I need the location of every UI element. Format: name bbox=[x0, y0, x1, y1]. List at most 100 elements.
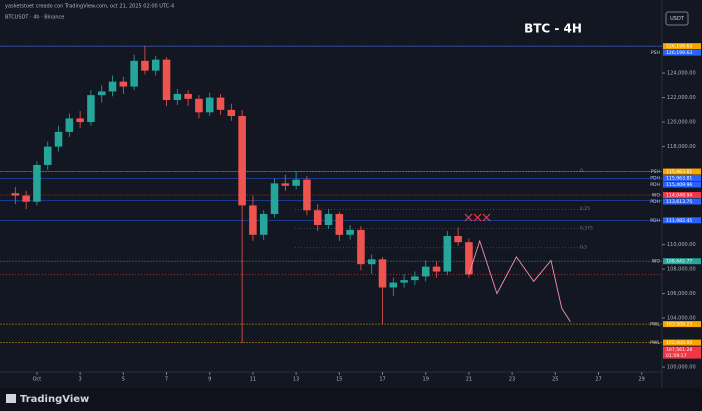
level-tag bbox=[663, 217, 701, 224]
level-name: PDH bbox=[650, 218, 660, 224]
brand: TradingView bbox=[20, 394, 89, 405]
candle-body bbox=[108, 81, 117, 92]
cross bbox=[482, 213, 491, 222]
level-name: PWL bbox=[650, 340, 660, 346]
x-tick-label: 11 bbox=[250, 377, 256, 383]
x-tick-label: 19 bbox=[423, 377, 429, 383]
candle-body bbox=[119, 81, 128, 87]
candle-body bbox=[346, 229, 354, 235]
candle-body bbox=[11, 193, 20, 196]
currency: USDT bbox=[670, 16, 685, 22]
candle-body bbox=[141, 60, 149, 71]
x-tick-label: 21 bbox=[466, 377, 472, 383]
header: yasketstoet creado con TradingView.com, … bbox=[5, 4, 174, 10]
level-tag bbox=[663, 43, 701, 50]
candle-body bbox=[357, 229, 365, 265]
level-tag-label: 115,963.81 bbox=[666, 176, 692, 182]
candle-body bbox=[97, 91, 106, 96]
candle-body bbox=[270, 183, 279, 214]
level-tag-label: 126,199.63 bbox=[666, 44, 692, 50]
candle-body bbox=[195, 98, 203, 113]
candle-body bbox=[465, 242, 473, 275]
x-tick-label: 27 bbox=[595, 377, 601, 383]
y-tick-label: 104,000.00 bbox=[667, 316, 696, 322]
level-name: PSH bbox=[651, 169, 660, 175]
candle-body bbox=[389, 282, 398, 288]
candle-body bbox=[454, 236, 462, 243]
candle-body bbox=[130, 60, 138, 87]
x-tick-label: 23 bbox=[509, 377, 515, 383]
candle-body bbox=[313, 210, 322, 225]
level-name: PSH bbox=[651, 50, 660, 56]
y-tick-label: 100,000.00 bbox=[667, 365, 696, 371]
level-tag-label: 108,642.77 bbox=[666, 259, 692, 265]
candle-body bbox=[216, 97, 225, 110]
candle-body bbox=[335, 213, 344, 235]
level-tag-label: 115,409.96 bbox=[666, 182, 692, 188]
x-tick-label: 5 bbox=[122, 377, 125, 383]
level-name: PWL bbox=[650, 322, 660, 328]
chart-title: BTC - 4H bbox=[524, 22, 582, 36]
candle-body bbox=[87, 95, 95, 123]
level-tag bbox=[663, 181, 701, 188]
candle-body bbox=[249, 205, 257, 235]
x-tick-label: 15 bbox=[336, 377, 342, 383]
logo-icon bbox=[6, 394, 16, 403]
fib-label: 0.25 bbox=[580, 206, 590, 212]
footer bbox=[0, 388, 702, 411]
level-tag bbox=[663, 258, 701, 265]
currency-box bbox=[665, 11, 689, 26]
level-tag-label: 103,509.23 bbox=[666, 322, 692, 328]
candle-body bbox=[324, 213, 333, 225]
candle-body bbox=[378, 259, 387, 288]
candle-body bbox=[54, 131, 63, 147]
level-tag-label: 114,048.94 bbox=[666, 192, 692, 198]
x-tick-label: Oct bbox=[33, 377, 42, 383]
fib-label: 0.375 bbox=[580, 225, 593, 231]
candle-body bbox=[162, 59, 171, 101]
candle-body bbox=[400, 280, 408, 283]
logo: TradingView bbox=[6, 394, 89, 405]
candle-body bbox=[22, 195, 30, 202]
level-name: PDH bbox=[650, 182, 660, 188]
candle-body bbox=[303, 179, 311, 211]
x-tick-label: 13 bbox=[293, 377, 299, 383]
candle-body bbox=[259, 213, 268, 235]
x-tick-label: 3 bbox=[79, 377, 82, 383]
x-tick-label: 25 bbox=[552, 377, 558, 383]
cross bbox=[464, 213, 473, 222]
x-tick-label: 29 bbox=[639, 377, 645, 383]
candle-body bbox=[292, 179, 300, 186]
candle-body bbox=[281, 183, 290, 186]
level-tag bbox=[663, 175, 701, 182]
candle-body bbox=[76, 118, 84, 123]
countdown: 01:59:17 bbox=[666, 353, 687, 359]
candle-body bbox=[151, 59, 160, 71]
projection bbox=[468, 239, 571, 323]
level-tag-label: 113,613.75 bbox=[666, 199, 692, 205]
level-name: PDH bbox=[650, 199, 660, 205]
x-tick-label: 9 bbox=[208, 377, 211, 383]
y-tick-label: 122,000.00 bbox=[667, 95, 696, 101]
candle-body bbox=[33, 164, 41, 202]
level-name: WO bbox=[652, 192, 661, 198]
x-tick-label: 7 bbox=[165, 377, 168, 383]
level-tag-label: 126,199.63 bbox=[666, 50, 692, 56]
candle-body bbox=[205, 97, 214, 113]
candle-body bbox=[421, 266, 430, 277]
candle-body bbox=[184, 93, 192, 99]
y-tick-label: 124,000.00 bbox=[667, 71, 696, 77]
candle-body bbox=[443, 236, 452, 272]
level-tag-label: 111,982.45 bbox=[666, 218, 692, 224]
y-tick-label: 120,000.00 bbox=[667, 120, 696, 126]
y-tick-label: 106,000.00 bbox=[667, 291, 696, 297]
y-tick-label: 118,000.00 bbox=[667, 144, 696, 150]
level-tag-label: 102,000.00 bbox=[666, 340, 692, 346]
level-tag bbox=[663, 321, 701, 328]
fib-label: 0 bbox=[580, 168, 583, 174]
fib-label: 0.5 bbox=[580, 244, 587, 250]
candle-body bbox=[238, 115, 246, 206]
candle-body bbox=[432, 266, 441, 272]
